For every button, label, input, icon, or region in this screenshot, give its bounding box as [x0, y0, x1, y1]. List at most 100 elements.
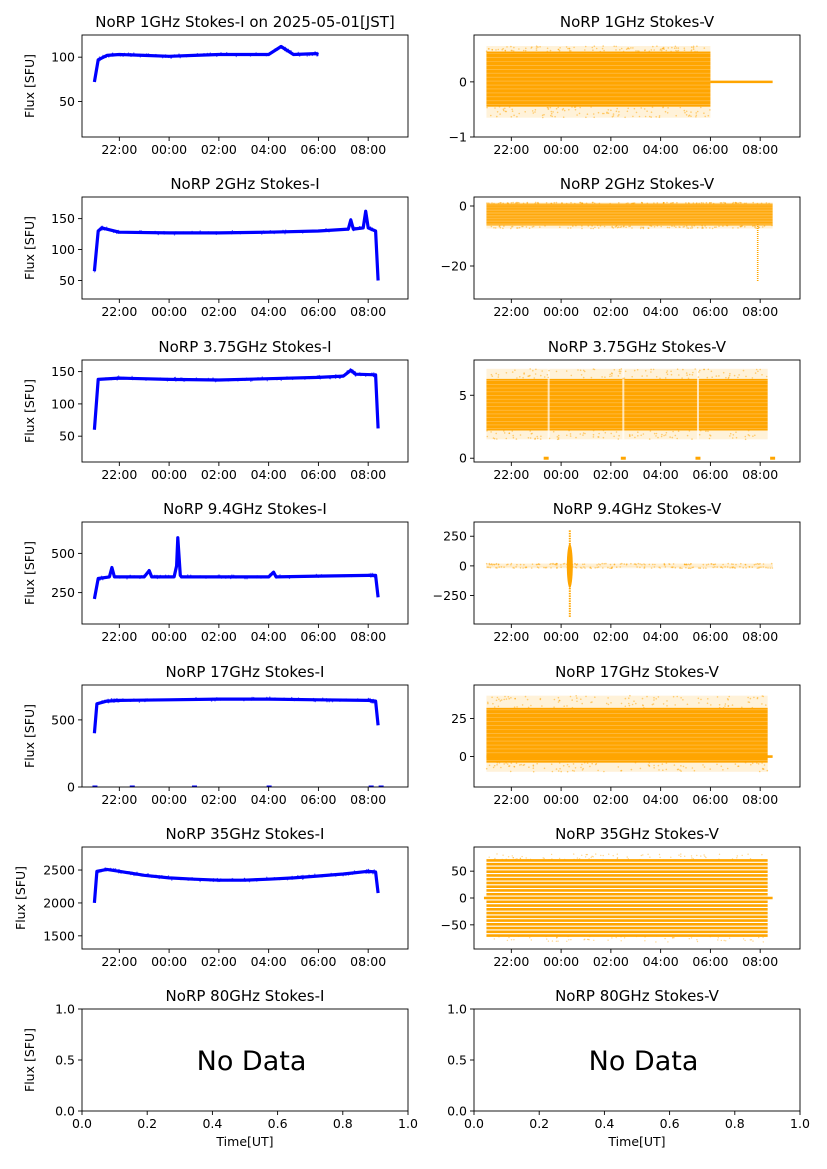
x-tick-label: 22:00 [101, 467, 137, 482]
data-point [369, 701, 372, 704]
data-point [246, 698, 248, 700]
data-point [194, 55, 197, 57]
data-point [507, 856, 510, 858]
data-point [570, 374, 573, 377]
data-point [194, 54, 196, 56]
y-tick-label: 25 [451, 711, 467, 726]
data-point [685, 372, 688, 374]
data-point [176, 560, 178, 563]
data-point [618, 370, 621, 373]
data-point [543, 566, 545, 569]
data-point [635, 50, 637, 52]
data-point [266, 785, 272, 787]
data-point [658, 566, 660, 569]
data-point [515, 762, 518, 764]
data-point [677, 430, 680, 433]
data-point [239, 233, 241, 235]
data-point [680, 770, 682, 772]
data-point [644, 49, 646, 52]
y-tick-label: 500 [51, 712, 75, 727]
data-point [728, 376, 730, 379]
data-point [133, 52, 135, 54]
data-point [622, 225, 625, 228]
data-point [528, 227, 531, 229]
x-tick-label: 22:00 [493, 792, 529, 807]
data-point [593, 939, 595, 941]
data-point [550, 202, 552, 205]
data-point [634, 761, 637, 764]
data-point [662, 859, 664, 861]
data-point [655, 435, 657, 437]
data-point [761, 226, 764, 228]
data-point [149, 55, 151, 57]
data-point [178, 53, 180, 55]
data-point [95, 707, 98, 709]
data-point [582, 376, 585, 379]
data-point [627, 858, 629, 860]
data-point [98, 230, 101, 232]
data-point [611, 226, 614, 229]
data-point [607, 703, 610, 706]
data-point [136, 871, 138, 873]
data-point [604, 376, 606, 379]
data-point [660, 225, 662, 228]
data-point [303, 54, 306, 56]
data-point [366, 225, 369, 227]
data-point [568, 429, 570, 432]
data-point [608, 853, 610, 855]
data-point [149, 54, 151, 56]
data-point [568, 50, 571, 52]
data-point [314, 700, 316, 703]
data-point [302, 874, 304, 877]
data-point [512, 857, 514, 859]
data-point [605, 702, 608, 705]
data-point [666, 226, 669, 229]
data-point [597, 566, 600, 568]
x-tick-label: 02:00 [201, 304, 237, 319]
data-point [697, 697, 700, 700]
data-point [187, 574, 189, 576]
data-point [371, 374, 373, 376]
data-point [744, 438, 747, 441]
data-point [212, 377, 214, 379]
data-point [555, 937, 558, 939]
data-point [714, 563, 717, 565]
data-point [690, 563, 692, 565]
data-point [644, 564, 646, 566]
data-point [298, 55, 301, 57]
data-point [620, 225, 623, 228]
data-point [653, 202, 655, 204]
x-tick-label: 04:00 [643, 467, 679, 482]
data-point [375, 708, 378, 710]
data-point [535, 47, 538, 49]
data-point [210, 700, 213, 702]
data-point [648, 761, 651, 764]
data-point [755, 368, 758, 371]
data-point [586, 113, 589, 115]
data-point [329, 698, 331, 700]
data-point [534, 111, 536, 113]
data-point [663, 563, 666, 566]
data-point [100, 225, 103, 228]
data-point [579, 369, 582, 372]
data-point [532, 112, 535, 114]
x-tick-label: 00:00 [151, 467, 187, 482]
data-point [747, 434, 750, 436]
data-point [269, 696, 271, 698]
data-point [508, 765, 511, 767]
data-point [291, 696, 293, 699]
data-point [517, 227, 519, 229]
data-point [652, 45, 654, 48]
data-point [229, 379, 231, 382]
data-point [606, 111, 608, 114]
data-point [680, 697, 682, 699]
data-point [723, 201, 725, 204]
data-point [761, 695, 764, 697]
data-point [253, 699, 256, 701]
data-point [311, 54, 314, 57]
data-point [190, 574, 192, 576]
y-axis-label: Flux [SFU] [22, 1028, 37, 1092]
data-point [722, 707, 725, 709]
data-point [155, 874, 157, 876]
data-point [522, 49, 525, 52]
